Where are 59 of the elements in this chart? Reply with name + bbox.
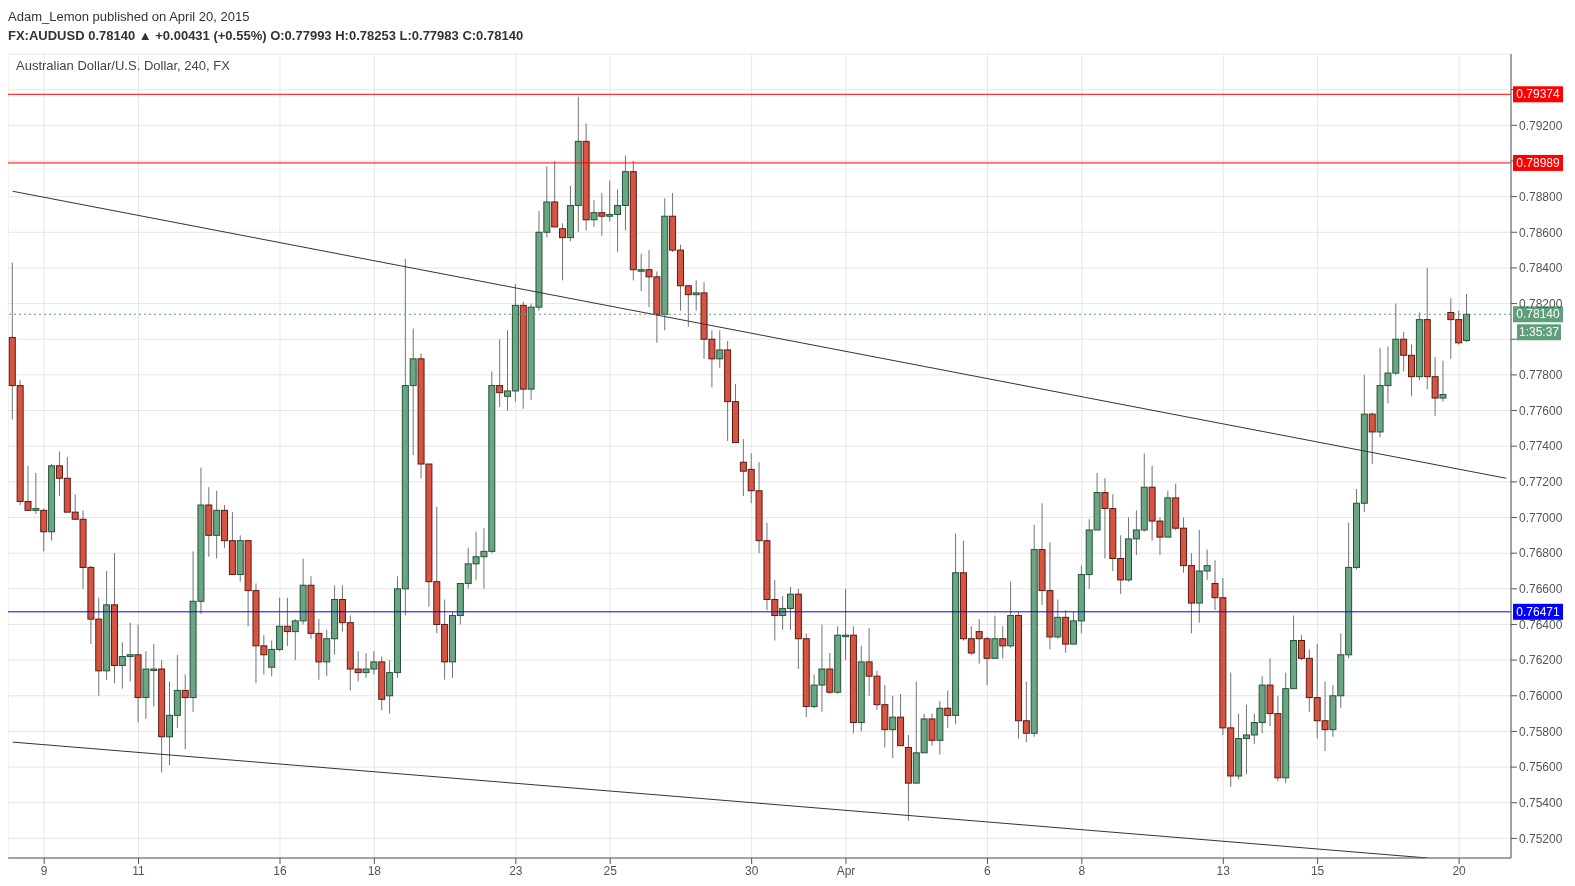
candlestick [826,652,834,695]
y-tick-label: 0.78400 [1519,261,1563,276]
y-tick-label: 0.75400 [1519,796,1563,810]
x-tick-label: 8 [1078,863,1086,878]
ref-line-label: 0.76471 [1516,604,1561,619]
chart-title: Australian Dollar/U.S. Dollar, 240, FX [16,58,230,73]
x-tick-label: 13 [1216,863,1231,878]
x-tick-label: 11 [132,863,146,878]
y-tick-label: 0.76800 [1519,546,1563,561]
candlestick [1054,599,1062,640]
candlestick [637,253,645,292]
text: Adam_Lemon published on April 20, 2015 [8,9,250,24]
candlestick [559,222,567,281]
y-tick-label: 0.78600 [1519,225,1563,240]
x-tick-label: 25 [603,863,618,878]
candlestick [991,615,999,659]
candlestick [944,689,952,729]
y-tick-label: 0.75800 [1519,724,1563,739]
candlestick [889,695,897,759]
ref-line-label: 0.79374 [1516,87,1561,102]
candlestick [40,508,48,552]
candlestick [32,472,40,515]
candlestick [283,597,291,647]
y-tick-label: 0.77800 [1519,368,1563,383]
candlestick [928,713,936,747]
y-tick-label: 0.77400 [1519,439,1563,454]
candlestick [692,279,700,312]
x-tick-label: 20 [1452,863,1467,878]
chart-subtitle: FX:AUDUSD 0.78140 ▲ +0.00431 (+0.55%) O:0.77993 H:0.78253 L:0.77983 C:0.78140 [8,28,524,43]
ref-line-label: 0.78989 [1516,155,1561,170]
candlestick [590,199,598,228]
y-tick-label: 0.77600 [1519,403,1563,418]
candlestick [598,192,606,237]
y-tick-label: 0.76200 [1519,653,1563,668]
y-tick-label: 0.77000 [1519,510,1563,525]
y-tick-label: 0.76600 [1519,582,1563,597]
x-tick-label: 18 [367,863,382,878]
candlestick [999,625,1007,659]
x-tick-label: 9 [40,863,48,878]
y-tick-label: 0.75600 [1519,760,1563,775]
ref-line-label: 0.78140 [1516,307,1561,322]
x-tick-label: Apr [836,863,856,878]
y-tick-label: 0.77200 [1519,475,1563,490]
candlestick [496,338,504,408]
y-tick-label: 0.76400 [1519,617,1563,632]
candlestick [1439,360,1447,403]
y-tick-label: 0.76000 [1519,689,1563,704]
y-tick-label: 0.75200 [1519,831,1563,846]
text: 1:35:37 [1518,325,1560,340]
candlestick [1368,411,1376,465]
y-tick-label: 0.78800 [1519,189,1563,204]
x-tick-label: 15 [1310,863,1325,878]
x-tick-label: 23 [509,863,523,878]
candlestick [716,329,724,369]
y-tick-label: 0.79200 [1519,118,1563,133]
candlestick [181,673,189,750]
x-tick-label: 16 [273,863,287,878]
x-tick-label: 6 [984,863,992,878]
x-tick-label: 30 [744,863,759,878]
